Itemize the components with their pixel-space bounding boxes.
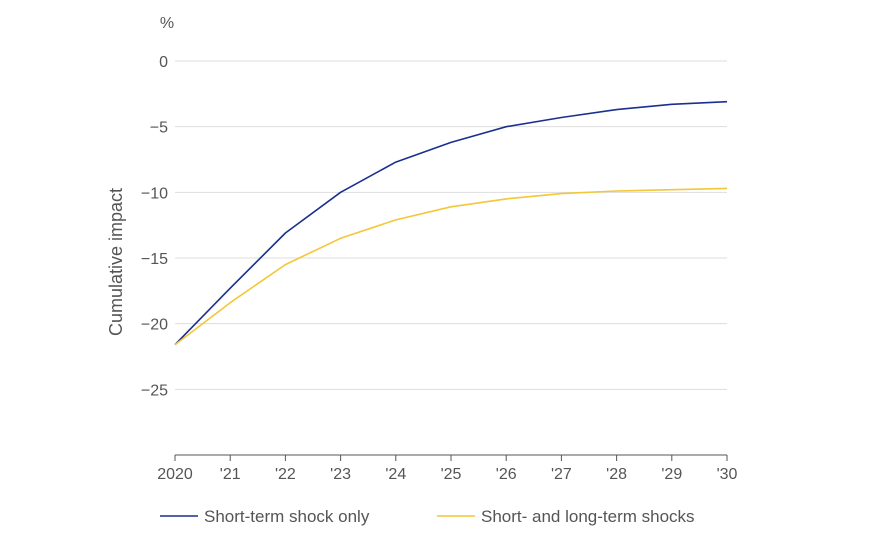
y-tick-label: −25 bbox=[141, 382, 168, 399]
x-tick-label: '28 bbox=[606, 466, 627, 483]
legend-label: Short-term shock only bbox=[204, 507, 370, 526]
x-tick-label: '24 bbox=[385, 466, 406, 483]
y-tick-label: 0 bbox=[159, 54, 168, 71]
y-tick-label: −5 bbox=[150, 120, 168, 137]
series-group bbox=[174, 100, 728, 346]
legend: Short-term shock only Short- and long-ter… bbox=[160, 507, 695, 526]
y-tick-label: −15 bbox=[141, 251, 168, 268]
x-tick-label: '29 bbox=[661, 466, 682, 483]
x-tick-label: '27 bbox=[551, 466, 572, 483]
x-tick-label: '25 bbox=[441, 466, 462, 483]
gridlines bbox=[175, 60, 727, 390]
x-tick-label: '26 bbox=[496, 466, 517, 483]
x-tick-label: 2020 bbox=[157, 466, 193, 483]
unit-label: % bbox=[160, 15, 174, 32]
legend-label: Short- and long-term shocks bbox=[481, 507, 695, 526]
y-tick-label: −20 bbox=[141, 317, 168, 334]
x-tick-label: '23 bbox=[330, 466, 351, 483]
y-axis: 0 −5 −10 −15 −20 −25 bbox=[141, 54, 168, 399]
x-tick-label: '22 bbox=[275, 466, 296, 483]
series-line-2 bbox=[174, 187, 728, 346]
y-tick-label: −10 bbox=[141, 185, 168, 202]
x-axis: 2020 '21 '22 '23 '24 '25 '26 '27 '28 '29 '30 bbox=[157, 455, 738, 483]
series-line-1 bbox=[174, 100, 728, 346]
y-axis-title: Cumulative impact bbox=[106, 188, 126, 336]
x-tick-label: '21 bbox=[220, 466, 241, 483]
x-tick-label: '30 bbox=[717, 466, 738, 483]
